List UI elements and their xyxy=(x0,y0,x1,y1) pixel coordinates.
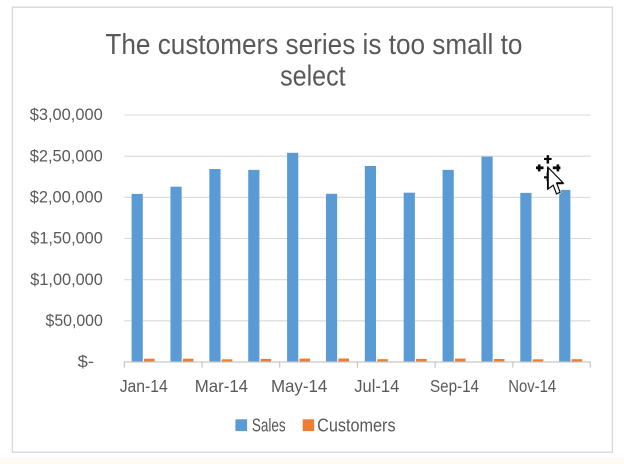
svg-text:$3,00,000: $3,00,000 xyxy=(30,105,103,124)
svg-text:Sales: Sales xyxy=(252,415,286,435)
svg-text:The customers series is too sm: The customers series is too small to xyxy=(105,29,522,61)
svg-text:Nov-14: Nov-14 xyxy=(508,376,556,396)
svg-text:$1,00,000: $1,00,000 xyxy=(30,270,103,289)
svg-text:$2,50,000: $2,50,000 xyxy=(30,146,103,165)
svg-text:select: select xyxy=(280,60,346,92)
svg-text:$1,50,000: $1,50,000 xyxy=(30,229,103,248)
svg-text:$-: $- xyxy=(78,352,94,371)
svg-text:May-14: May-14 xyxy=(271,376,328,396)
svg-text:Sep-14: Sep-14 xyxy=(430,376,479,396)
svg-text:Jul-14: Jul-14 xyxy=(354,376,399,396)
svg-text:Mar-14: Mar-14 xyxy=(195,376,249,396)
svg-text:Customers: Customers xyxy=(317,415,396,435)
svg-text:Jan-14: Jan-14 xyxy=(120,376,168,396)
svg-text:$50,000: $50,000 xyxy=(46,311,103,330)
svg-text:$2,00,000: $2,00,000 xyxy=(30,187,103,206)
